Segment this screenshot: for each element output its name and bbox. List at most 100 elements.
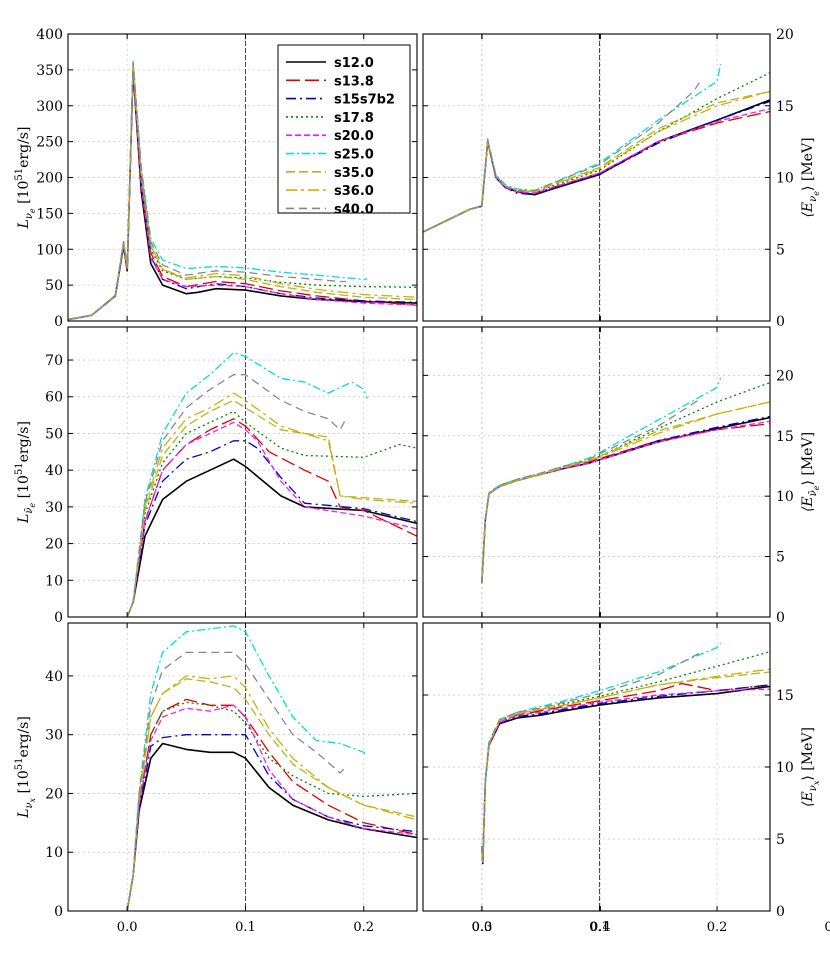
- y-tick-label: 50: [45, 426, 63, 442]
- panel-Enux: 0 5 10 15 0.0 0.1 0.2 0.3 0.4 ⟨Eνx⟩ [MeV]: [422, 622, 830, 935]
- series-group: [126, 625, 417, 911]
- series-line-s20.0: [126, 421, 417, 617]
- panel-Lnue: 0 50 100 150 200 250 300 350 400 Lνe [1051erg/s] s…: [14, 27, 601, 330]
- legend-label-s25.0: s25.0: [334, 148, 374, 163]
- panel-Enuebar: 0 5 10 15 20 ⟨Eν̄e⟩ [MeV]: [422, 326, 821, 626]
- series-line-s35.0: [481, 401, 770, 584]
- series-line-s36.0: [481, 401, 770, 584]
- y-tick-label: 5: [776, 242, 785, 258]
- legend: s12.0 s13.8 s15s7b2 s17.8 s20.0 s25.0 s35.0 s36…: [277, 44, 411, 217]
- series-group: [423, 63, 770, 233]
- y-tick-label: 350: [36, 63, 63, 79]
- x-tick-label: 0.1: [235, 920, 256, 935]
- legend-label-s20.0: s20.0: [334, 129, 374, 144]
- y-tick-label: 100: [36, 242, 63, 258]
- x-tick-label: 0.0: [117, 920, 138, 935]
- series-line-s35.0: [126, 399, 417, 617]
- legend-label-s12.0: s12.0: [334, 56, 374, 71]
- y-tick-label: 15: [776, 99, 794, 115]
- y-tick-label: 0: [776, 904, 785, 920]
- y-axis-label: Lν̄e [1051erg/s]: [14, 421, 37, 524]
- series-line-s20.0: [423, 107, 770, 233]
- y-tick-label: 10: [776, 489, 794, 505]
- y-tick-label: 10: [45, 845, 63, 861]
- y-tick-label: 70: [45, 353, 63, 369]
- series-line-s40.0: [126, 374, 347, 617]
- y-tick-label: 10: [776, 760, 794, 776]
- y-tick-label: 20: [776, 368, 794, 384]
- y-tick-label: 400: [36, 27, 63, 43]
- series-line-s12.0: [126, 742, 417, 911]
- series-line-s20.0: [481, 420, 770, 584]
- series-group: [68, 59, 417, 321]
- series-line-s36.0: [126, 392, 417, 617]
- y-tick-label: 0: [54, 610, 63, 626]
- series-line-s25.0: [481, 642, 722, 863]
- series-line-s35.0: [126, 678, 417, 911]
- legend-box: [277, 44, 411, 214]
- y-tick-label: 15: [776, 429, 794, 445]
- series-line-s13.8: [126, 698, 417, 911]
- series-line-s17.8: [481, 381, 770, 584]
- y-tick-label: 0: [54, 314, 63, 330]
- series-line-s40.0: [126, 651, 347, 911]
- y-tick-label: 40: [45, 669, 63, 685]
- series-line-s17.8: [126, 701, 417, 911]
- y-axis-label: ⟨Eνe⟩ [MeV]: [800, 137, 821, 217]
- series-group: [481, 377, 770, 584]
- plot-frame: [422, 33, 771, 322]
- y-tick-label: 20: [45, 786, 63, 802]
- legend-label-s35.0: s35.0: [334, 166, 374, 181]
- legend-label-s17.8: s17.8: [334, 111, 374, 126]
- series-line-s17.8: [126, 410, 417, 617]
- series-line-s12.0: [126, 458, 417, 617]
- y-tick-label: 0: [776, 314, 785, 330]
- series-line-s40.0: [68, 62, 346, 321]
- series-line-s17.8: [481, 651, 770, 863]
- y-tick-label: 0: [54, 904, 63, 920]
- y-tick-label: 20: [776, 27, 794, 43]
- x-tick-label: 0.3: [472, 920, 493, 935]
- y-axis-label: Lνe [1051erg/s]: [14, 127, 37, 230]
- y-tick-label: 30: [45, 500, 63, 516]
- y-axis-label: Lνx [1051erg/s]: [14, 716, 37, 819]
- y-tick-label: 20: [45, 537, 63, 553]
- series-line-s40.0: [481, 398, 700, 584]
- legend-label-s13.8: s13.8: [334, 74, 374, 89]
- plot-frame: [67, 326, 418, 618]
- legend-label-s36.0: s36.0: [334, 184, 374, 199]
- series-line-s40.0: [481, 652, 700, 863]
- x-tick-label: 0.1: [589, 920, 610, 935]
- y-tick-label: 50: [45, 278, 63, 294]
- series-group: [481, 642, 770, 865]
- panel-Lnux: 0 10 20 30 40 0.0 0.1 0.2 0.3 0.4 Lνx [1051erg/s]: [14, 622, 611, 935]
- y-tick-label: 150: [36, 206, 63, 222]
- y-tick-label: 5: [776, 832, 785, 848]
- series-line-s15s7b2: [126, 734, 417, 911]
- series-line-s40.0: [423, 82, 700, 233]
- series-line-s36.0: [126, 675, 417, 911]
- series-line-s12.0: [481, 416, 770, 584]
- y-tick-label: 5: [776, 550, 785, 566]
- y-axis-label: ⟨Eν̄e⟩ [MeV]: [800, 432, 821, 512]
- y-tick-label: 30: [45, 728, 63, 744]
- y-tick-label: 200: [36, 171, 63, 187]
- y-tick-label: 300: [36, 99, 63, 115]
- series-line-s25.0: [423, 63, 722, 233]
- legend-label-s15s7b2: s15s7b2: [334, 93, 395, 108]
- y-axis-label: ⟨Eνx⟩ [MeV]: [800, 727, 821, 807]
- y-tick-label: 250: [36, 135, 63, 151]
- y-tick-label: 60: [45, 390, 63, 406]
- series-line-s13.8: [126, 418, 417, 617]
- panel-Enue: 0 5 10 15 20 ⟨Eνe⟩ [MeV]: [422, 27, 821, 330]
- panel-Lnuebar: 0 10 20 30 40 50 60 70 Lν̄e [1051erg/s]: [14, 326, 601, 626]
- x-tick-label: 0.4: [590, 920, 611, 935]
- series-line-s13.8: [481, 423, 770, 584]
- plot-frame: [67, 622, 418, 912]
- x-tick-label: 0.0: [471, 920, 492, 935]
- series-line-s20.0: [126, 704, 417, 911]
- series-line-s12.0: [481, 685, 770, 865]
- series-line-s36.0: [423, 90, 770, 233]
- y-tick-label: 10: [776, 171, 794, 187]
